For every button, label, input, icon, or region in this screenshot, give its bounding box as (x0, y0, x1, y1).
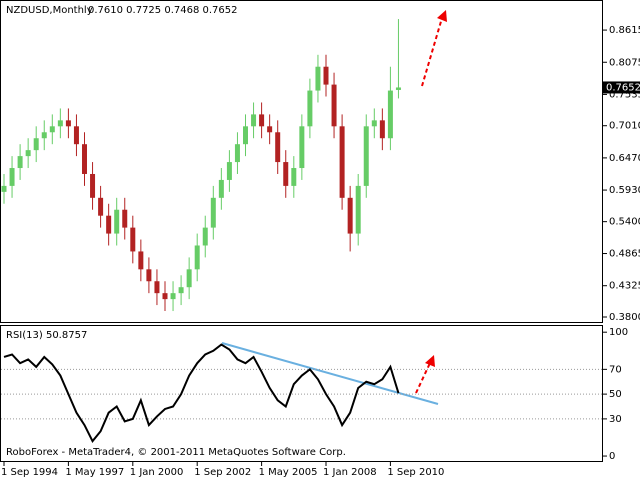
candle-body (243, 126, 248, 145)
candle-body (291, 168, 297, 186)
candle-body (371, 120, 377, 127)
candle-body (267, 126, 273, 133)
candle-body (98, 197, 104, 216)
candle-body (114, 209, 120, 234)
candle-body (178, 287, 184, 294)
candle-body (186, 269, 192, 288)
candle-body (251, 114, 257, 127)
x-tick-label: 1 May 1997 (65, 467, 124, 478)
candle-body (162, 293, 168, 300)
candle-body (339, 126, 345, 198)
candle-body (363, 126, 369, 186)
y-tick-label: 0.4865 (609, 249, 640, 260)
candle-body (1, 185, 7, 192)
arrow-head (437, 10, 447, 22)
forecast-arrow (421, 17, 443, 87)
trend-line (221, 342, 439, 405)
candle-body (9, 168, 15, 186)
candle-body (395, 87, 401, 90)
rsi-line (3, 343, 400, 444)
candle-body (57, 120, 63, 127)
candle-body (226, 162, 232, 180)
candle-body (315, 66, 321, 91)
candle-body (299, 126, 305, 169)
candle-body (41, 132, 47, 139)
candle-body (323, 66, 329, 85)
x-tick-label: 1 Sep 2010 (387, 467, 444, 478)
candle-body (33, 138, 39, 151)
last-price-label: 0.7652 (606, 82, 640, 93)
candle-body (73, 126, 79, 145)
x-tick-label: 1 Sep 2002 (194, 467, 251, 478)
candle-body (283, 162, 289, 186)
y-tick-label: 70 (609, 364, 622, 375)
y-tick-label: 0.4325 (609, 281, 640, 292)
candle-body (106, 215, 112, 234)
price-panel (0, 0, 603, 323)
chart-title: NZDUSD,Monthly (6, 5, 93, 16)
x-tick-label: 1 May 2005 (259, 467, 318, 478)
candle-body (146, 269, 152, 282)
candle-body (202, 227, 208, 246)
y-tick-label: 0.8615 (609, 25, 640, 36)
candle-body (65, 120, 71, 127)
arrow-head (425, 355, 435, 367)
candle-body (154, 281, 160, 294)
y-tick-label: 0 (609, 451, 615, 462)
candle-body (355, 185, 361, 234)
rsi-title: RSI(13) 50.8757 (6, 330, 87, 341)
candle-body (275, 132, 281, 163)
candle-body (347, 197, 353, 234)
candle-body (379, 120, 385, 139)
forecast-arrow (415, 362, 431, 394)
ohlc-label: 0.7610 0.7725 0.7468 0.7652 (88, 5, 238, 16)
y-tick-label: 0.8075 (609, 57, 640, 68)
candle-body (218, 179, 224, 198)
candle-body (331, 84, 337, 127)
candle-body (259, 114, 265, 127)
candle-body (138, 251, 144, 270)
candle-body (130, 227, 136, 252)
rsi-panel (0, 325, 603, 462)
candle-body (49, 126, 55, 133)
y-tick-label: 50 (609, 389, 622, 400)
candle-body (234, 144, 240, 163)
y-tick-label: 100 (609, 327, 628, 338)
candle-body (210, 197, 216, 228)
candle-body (25, 150, 31, 157)
x-tick-label: 1 Jan 2000 (130, 467, 184, 478)
x-tick-label: 1 Sep 1994 (1, 467, 58, 478)
candle-body (82, 144, 87, 174)
footer: RoboForex - MetaTrader4, © 2001-2011 Met… (6, 447, 346, 458)
last-price-box (603, 81, 640, 94)
y-tick-label: 0.7535 (609, 89, 640, 100)
candle-body (170, 293, 176, 300)
candle-body (307, 90, 313, 127)
x-tick-label: 1 Jan 2008 (323, 467, 377, 478)
y-tick-label: 30 (609, 414, 622, 425)
candle-body (17, 156, 23, 169)
candle-body (194, 245, 200, 270)
candle-body (122, 209, 128, 228)
candle-body (387, 90, 393, 139)
candle-body (90, 173, 96, 198)
